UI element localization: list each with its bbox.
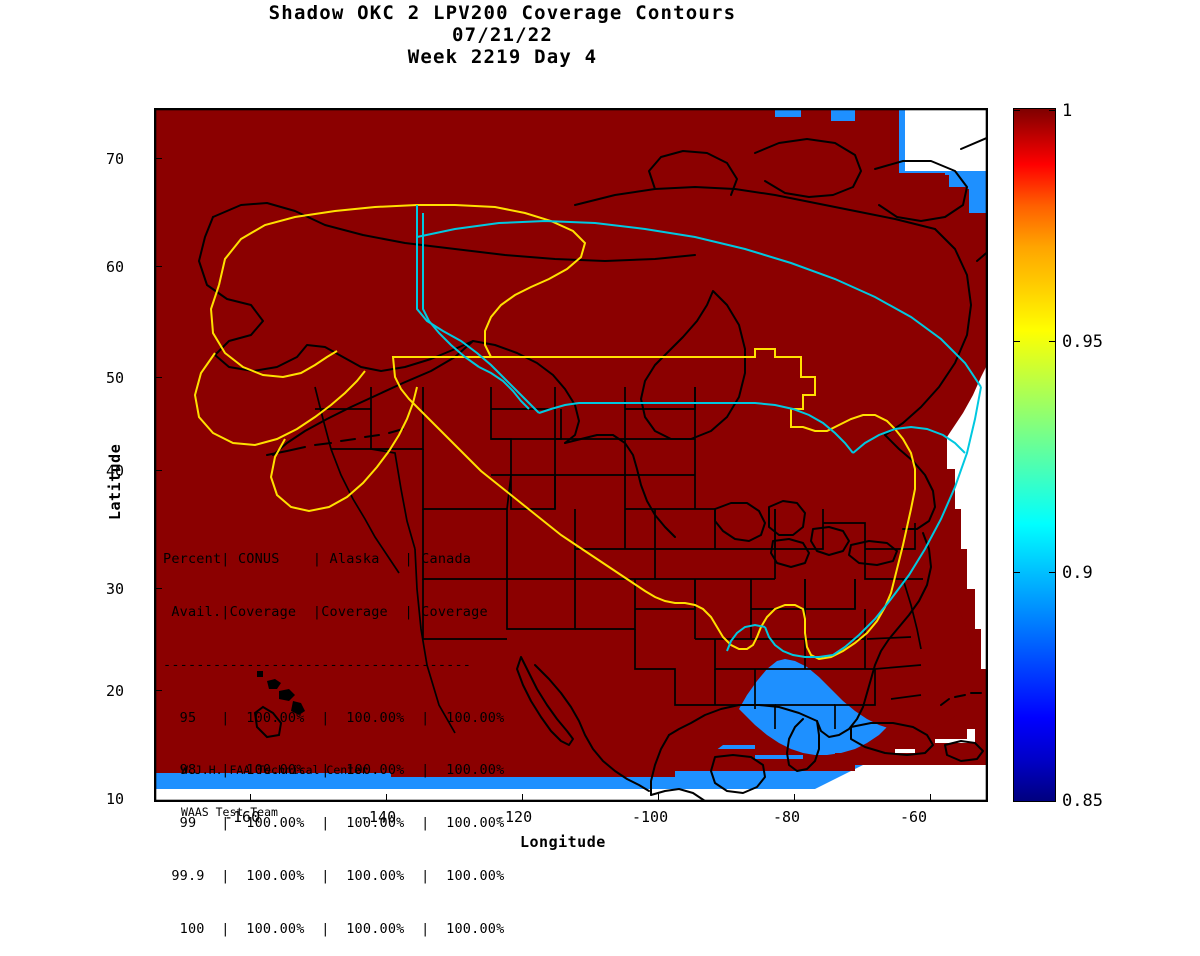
colorbar-tick-mark (1013, 110, 1020, 111)
x-tick-mark (794, 794, 795, 802)
y-tick-mark (154, 158, 162, 159)
coverage-map (155, 109, 987, 801)
credit-block: W.J.H. FAA Technical Center WAAS Test Te… (181, 735, 368, 833)
y-tick-mark (154, 377, 162, 378)
x-tick-label: -100 (632, 808, 669, 826)
colorbar-tick-mark (1013, 801, 1020, 802)
colorbar-tick-mark (1013, 572, 1020, 573)
coverage-south-edge (391, 665, 987, 777)
table-header-row-1: Percent| CONUS | Alaska | Canada (163, 551, 472, 568)
x-tick-mark (930, 794, 931, 802)
hawaii-islands (253, 671, 305, 739)
credit-line-1: W.J.H. FAA Technical Center (181, 763, 368, 777)
credit-line-2: WAAS Test Team (181, 805, 278, 819)
x-tick-mark (522, 794, 523, 802)
y-tick-label: 20 (106, 682, 125, 700)
y-tick-mark (154, 588, 162, 589)
table-row: 98 | 100.00% | 100.00% | 100.00% (163, 762, 505, 779)
x-axis-label: Longitude (520, 833, 606, 851)
y-tick-mark (154, 690, 162, 691)
x-tick-mark (250, 794, 251, 802)
x-tick-label: -120 (496, 808, 533, 826)
x-tick-mark (386, 794, 387, 802)
title-line-3: Week 2219 Day 4 (407, 46, 598, 68)
y-tick-label: 50 (106, 369, 125, 387)
colorbar-gradient (1013, 108, 1056, 802)
y-tick-label: 10 (106, 790, 125, 808)
colorbar-tick-label: 0.9 (1062, 563, 1093, 583)
x-tick-label: -60 (900, 808, 928, 826)
us-state-boundaries (314, 386, 923, 734)
table-row: 99.9 | 100.00% | 100.00% | 100.00% (163, 867, 505, 884)
y-tick-label: 30 (106, 580, 125, 598)
y-tick-label: 60 (106, 258, 125, 276)
colorbar-tick-mark (1049, 572, 1056, 573)
table-row: 100 | 100.00% | 100.00% | 100.00% (163, 920, 505, 937)
y-tick-mark (154, 470, 162, 471)
x-tick-label: -80 (773, 808, 801, 826)
alaska-canada-border (422, 213, 530, 410)
colorbar-tick-mark (1049, 110, 1056, 111)
conus-service-boundary (193, 204, 916, 661)
colorbar-tick-label: 1 (1062, 101, 1073, 121)
x-tick-mark (658, 794, 659, 802)
y-tick-mark (154, 266, 162, 267)
coastlines (198, 136, 987, 801)
colorbar[interactable] (1013, 108, 1056, 802)
chart-title-block: Shadow OKC 2 LPV200 Coverage Contours 07… (0, 2, 1005, 68)
map-plot-area[interactable] (154, 108, 988, 802)
table-rule: ------------------------------------- (163, 656, 472, 673)
colorbar-tick-mark (1013, 341, 1020, 342)
x-tick-label: -160 (224, 808, 261, 826)
table-header-row-2: Avail.|Coverage |Coverage | Coverage (163, 603, 488, 620)
title-line-1: Shadow OKC 2 LPV200 Coverage Contours (268, 2, 737, 24)
canada-service-boundary (416, 205, 982, 658)
title-line-2: 07/21/22 (451, 24, 554, 46)
colorbar-tick-mark (1049, 801, 1056, 802)
y-tick-label: 70 (106, 150, 125, 168)
colorbar-tick-label: 0.95 (1062, 332, 1103, 352)
x-tick-label: -140 (360, 808, 397, 826)
table-row: 99 | 100.00% | 100.00% | 100.00% (163, 815, 505, 832)
coverage-west-edge (155, 359, 395, 773)
y-tick-label: 40 (106, 462, 125, 480)
table-row: 95 | 100.00% | 100.00% | 100.00% (163, 709, 505, 726)
colorbar-tick-label: 0.85 (1062, 791, 1103, 811)
y-axis-label: Latitude (106, 443, 124, 520)
colorbar-tick-mark (1049, 341, 1056, 342)
